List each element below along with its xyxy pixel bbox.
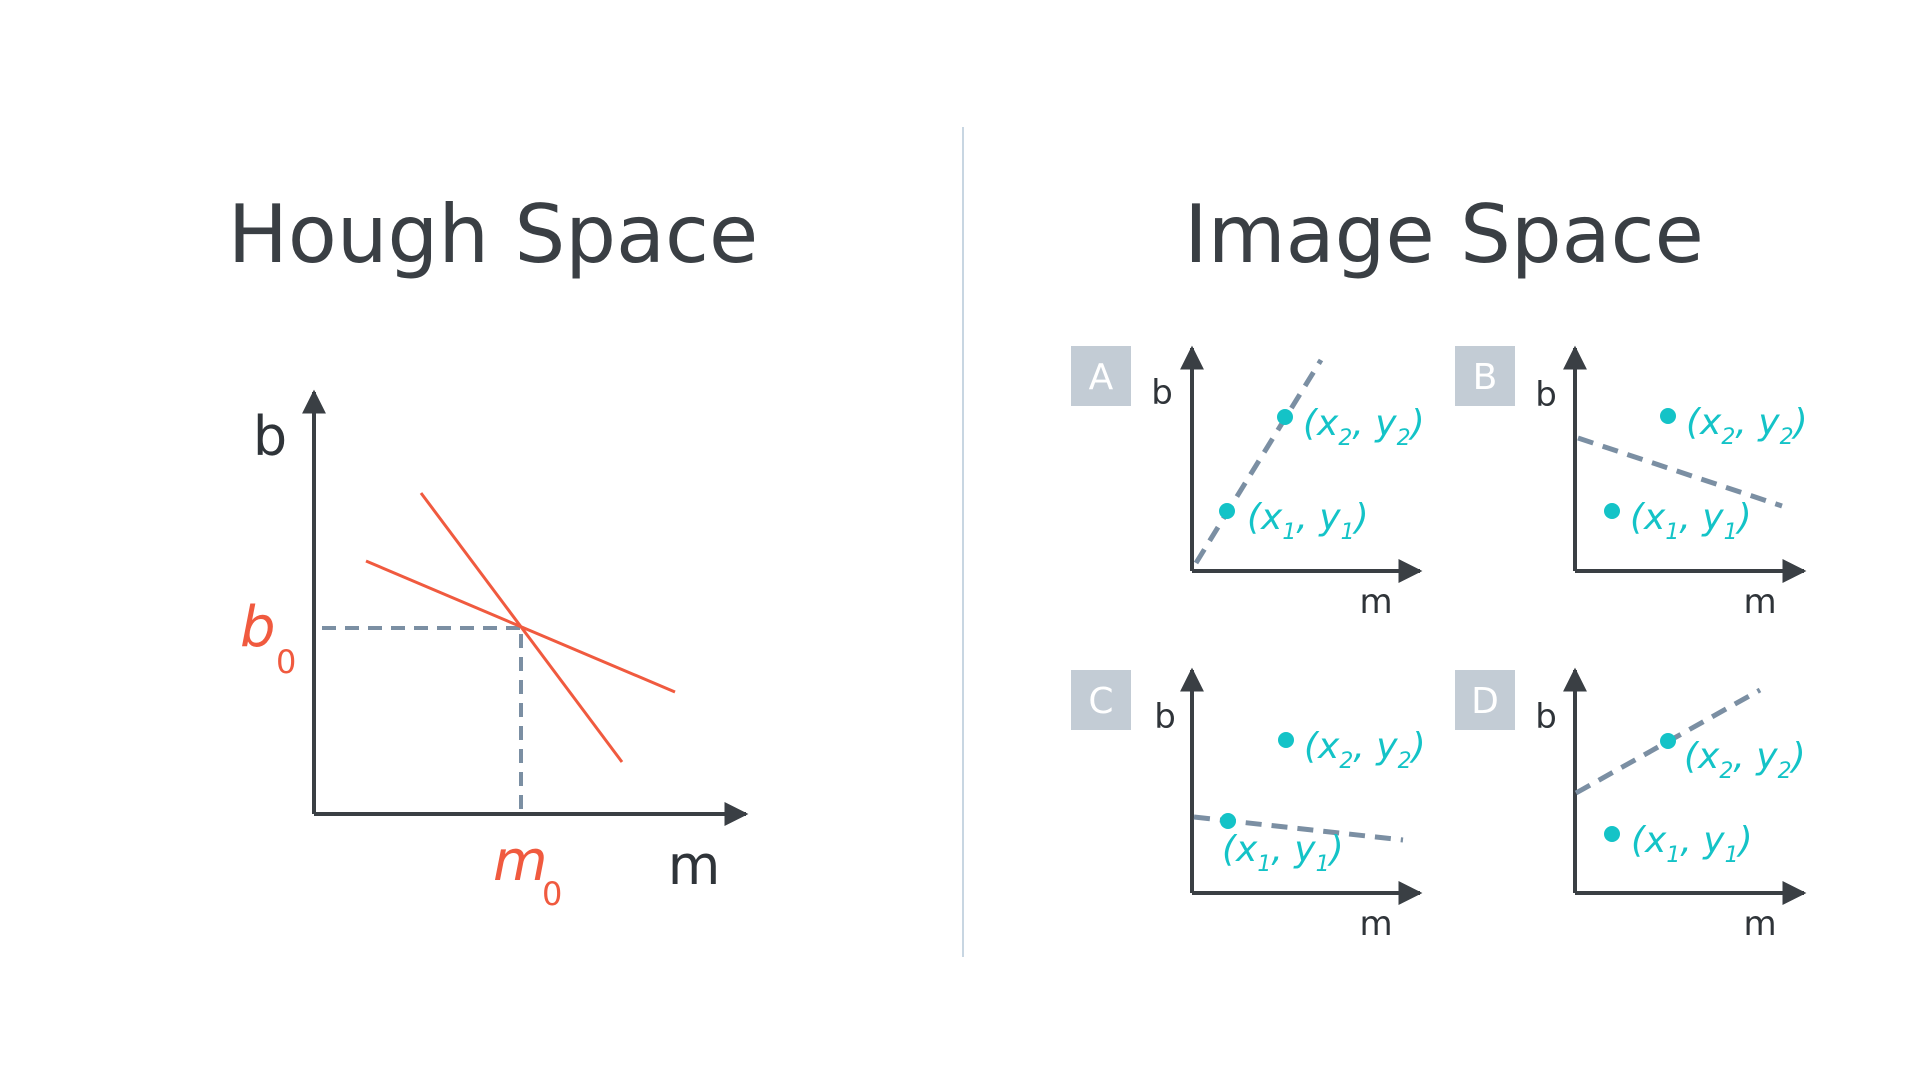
panel-b-y-label: b [1535, 375, 1557, 415]
m0-subscript: 0 [542, 875, 562, 913]
panel-a-point-2-label: (x2, y2) [1303, 403, 1425, 451]
panel-b-x-label: m [1743, 582, 1776, 622]
hough-line-2 [419, 492, 624, 763]
badge-d-label: D [1471, 681, 1499, 722]
badge-b [1455, 346, 1515, 406]
panel-d-point-1-label: (x1, y1) [1631, 820, 1753, 868]
badge-a [1071, 346, 1131, 406]
panel-d-point-2-label: (x2, y2) [1684, 736, 1806, 784]
panel-b-point-1-label: (x1, y1) [1630, 497, 1752, 545]
hough-x-axis-label: m [668, 834, 721, 897]
panel-d-point-2 [1660, 733, 1676, 749]
b0-base: b [240, 595, 276, 660]
m0-label: m [493, 829, 548, 894]
panel-a-dashed-line [1193, 358, 1324, 565]
panel-a-x-label: m [1359, 582, 1392, 622]
panel-a-point-1 [1219, 503, 1235, 519]
panel-a-y-label: b [1151, 373, 1173, 413]
hough-space-title: Hough Space [228, 188, 759, 281]
panel-c-point-2 [1278, 732, 1294, 748]
panel-a-point-1-label: (x1, y1) [1247, 497, 1369, 545]
panel-d: D b m (x1, y1) (x2, y2) [1455, 667, 1807, 944]
panel-c: C b m (x1, y1) (x2, y2) [1071, 667, 1426, 944]
panel-b: B b m (x1, y1) (x2, y2) [1455, 345, 1808, 622]
panel-a-point-2 [1277, 409, 1293, 425]
panel-b-point-1 [1604, 503, 1620, 519]
badge-c-label: C [1088, 681, 1113, 722]
badge-a-label: A [1089, 357, 1114, 398]
panel-c-x-label: m [1359, 904, 1392, 944]
panel-c-point-1 [1220, 813, 1236, 829]
badge-b-label: B [1473, 357, 1498, 398]
badge-c [1071, 670, 1131, 730]
hough-plot: b m b 0 m 0 [240, 389, 749, 913]
panel-b-dashed-line [1577, 435, 1783, 509]
image-space-title: Image Space [1184, 188, 1704, 281]
panel-a: A b m (x1, y1) (x2, y2) [1071, 345, 1425, 622]
hough-y-axis-label: b [253, 405, 287, 468]
panel-c-point-2-label: (x2, y2) [1304, 726, 1426, 774]
panel-b-point-2-label: (x2, y2) [1686, 402, 1808, 450]
panel-d-y-label: b [1535, 697, 1557, 737]
panel-c-point-1-label: (x1, y1) [1222, 829, 1344, 877]
panel-d-point-1 [1604, 826, 1620, 842]
panel-d-x-label: m [1743, 904, 1776, 944]
m0-base: m [493, 829, 548, 894]
panel-b-point-2 [1660, 408, 1676, 424]
b0-label: b [240, 595, 276, 660]
panel-c-y-label: b [1154, 697, 1176, 737]
badge-d [1455, 670, 1515, 730]
b0-subscript: 0 [276, 643, 296, 681]
